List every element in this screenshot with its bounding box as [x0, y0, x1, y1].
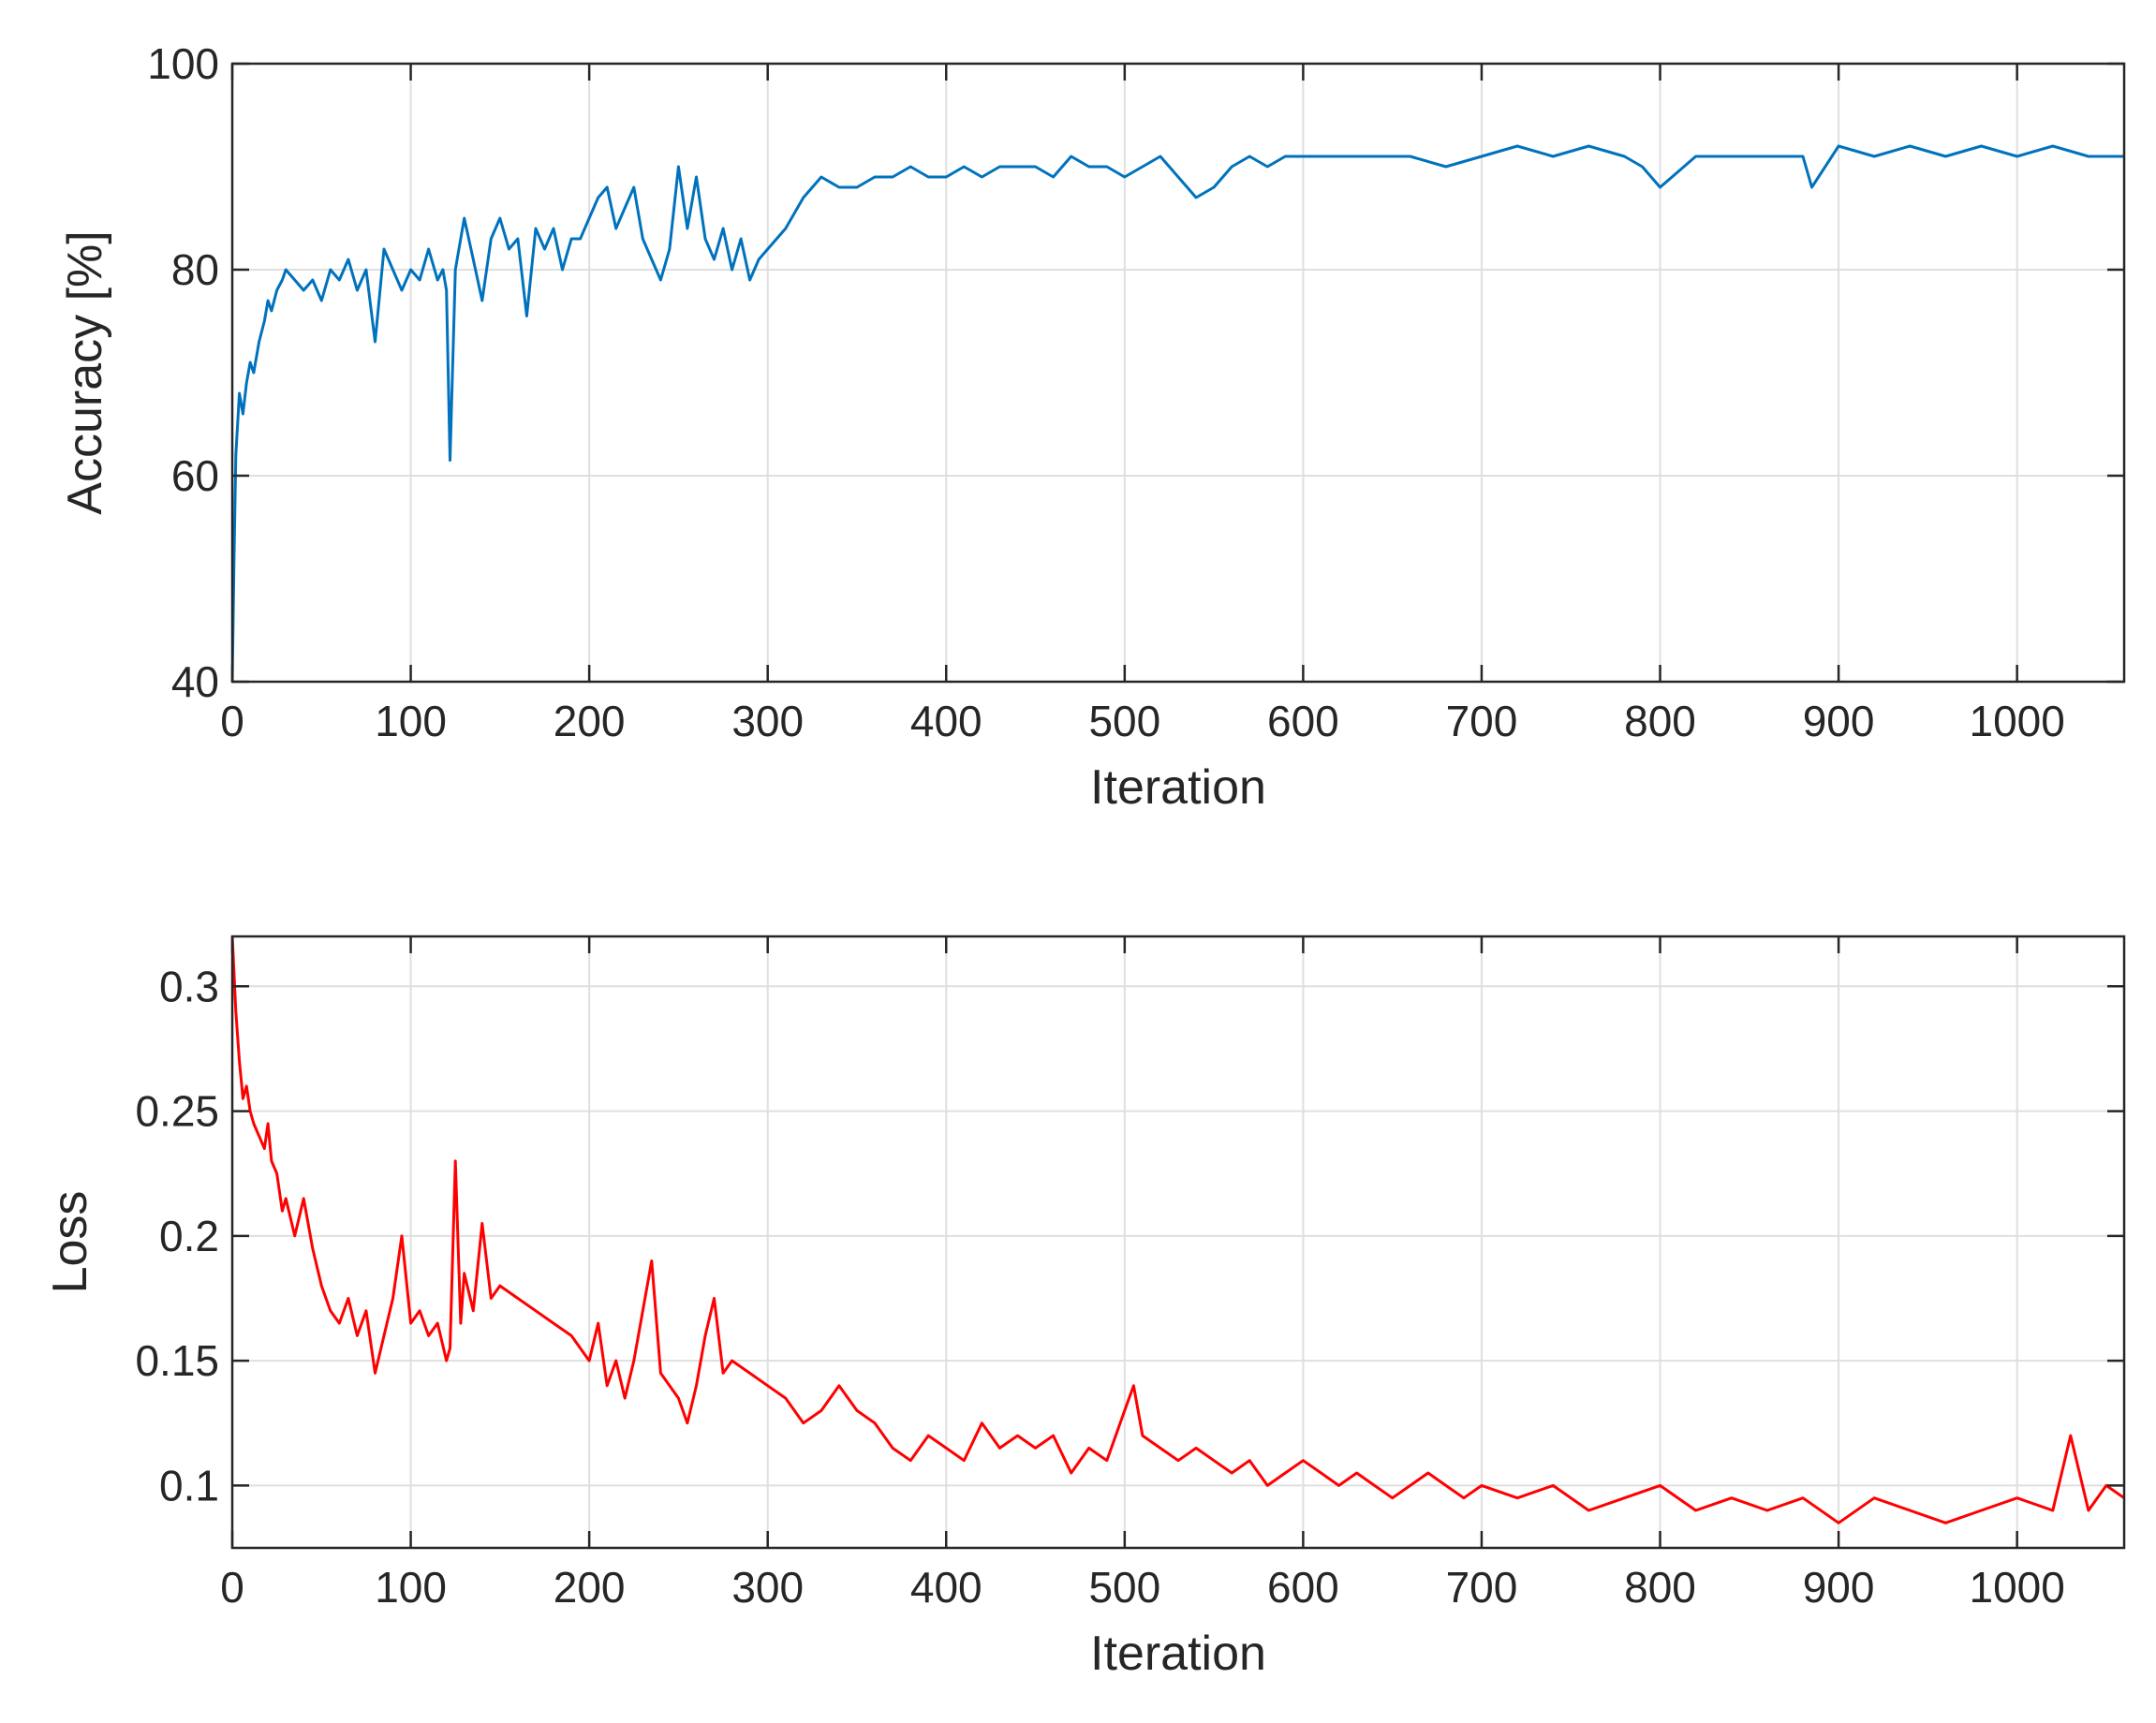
loss-panel: 0 100 200 300 400 500 600 700 800 900 1000 0.1 0.15 0…: [43, 935, 2126, 1681]
accuracy-plot-area: [232, 64, 2124, 682]
loss-x-tick-label: 800: [1624, 1563, 1696, 1612]
loss-x-tick-label: 1000: [1969, 1563, 2064, 1612]
accuracy-x-tick-label: 100: [375, 697, 447, 745]
loss-y-axis-title: Loss: [43, 1191, 97, 1294]
accuracy-y-tick-label: 80: [171, 245, 219, 294]
loss-axes-box: [230, 935, 2126, 1550]
accuracy-x-tick-label: 300: [731, 697, 804, 745]
accuracy-grid: [232, 64, 2124, 682]
accuracy-x-tick-label: 200: [554, 697, 626, 745]
loss-x-tick-label: 500: [1088, 1563, 1160, 1612]
accuracy-series-line: [232, 144, 2124, 682]
accuracy-axes-box: [230, 62, 2126, 684]
accuracy-x-tick-label: 700: [1446, 697, 1518, 745]
accuracy-y-tick-label: 100: [147, 39, 219, 88]
accuracy-x-tick-label: 0: [220, 697, 244, 745]
loss-series-line: [232, 936, 2124, 1524]
accuracy-x-axis-title: Iteration: [1090, 760, 1266, 815]
loss-y-tick-label: 0.3: [159, 962, 219, 1010]
accuracy-y-axis-title: Accuracy [%]: [58, 230, 112, 514]
loss-x-tick-label: 900: [1803, 1563, 1875, 1612]
accuracy-x-tick-label: 600: [1267, 697, 1339, 745]
accuracy-x-tick-label: 1000: [1969, 697, 2064, 745]
loss-x-tick-label: 0: [220, 1563, 244, 1612]
accuracy-panel: 0 100 200 300 400 500 600 700 800 900 1000 40 60 80 10…: [58, 39, 2126, 815]
accuracy-y-tick-label: 40: [171, 657, 219, 706]
loss-y-tick-label: 0.15: [135, 1336, 219, 1385]
accuracy-x-tick-label: 500: [1088, 697, 1160, 745]
loss-x-tick-label: 700: [1446, 1563, 1518, 1612]
loss-y-tick-label: 0.2: [159, 1212, 219, 1260]
loss-grid: [232, 936, 2124, 1548]
accuracy-x-tick-label: 400: [910, 697, 982, 745]
loss-y-tick-label: 0.1: [159, 1461, 219, 1509]
loss-x-tick-label: 600: [1267, 1563, 1339, 1612]
loss-x-tick-label: 400: [910, 1563, 982, 1612]
loss-x-tick-label: 200: [554, 1563, 626, 1612]
loss-x-tick-label: 100: [375, 1563, 447, 1612]
loss-x-axis-title: Iteration: [1090, 1627, 1266, 1681]
accuracy-x-tick-label: 900: [1803, 697, 1875, 745]
accuracy-x-tick-label: 800: [1624, 697, 1696, 745]
accuracy-y-tick-label: 60: [171, 451, 219, 500]
loss-x-tick-label: 300: [731, 1563, 804, 1612]
loss-plot-area: [232, 936, 2124, 1548]
loss-y-tick-label: 0.25: [135, 1087, 219, 1136]
